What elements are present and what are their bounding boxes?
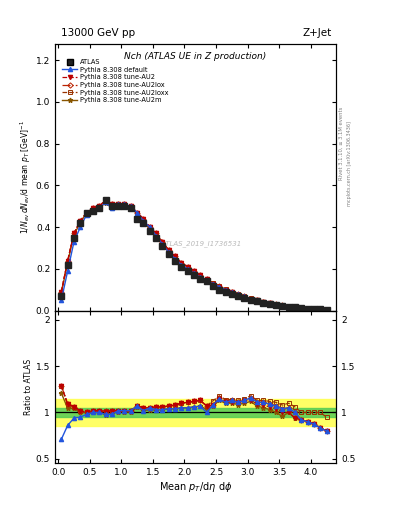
Text: Z+Jet: Z+Jet — [303, 28, 332, 38]
Legend: ATLAS, Pythia 8.308 default, Pythia 8.308 tune-AU2, Pythia 8.308 tune-AU2lox, Py: ATLAS, Pythia 8.308 default, Pythia 8.30… — [61, 57, 170, 104]
Text: 13000 GeV pp: 13000 GeV pp — [61, 28, 135, 38]
X-axis label: Mean $p_T$/d$\eta$ d$\phi$: Mean $p_T$/d$\eta$ d$\phi$ — [159, 480, 232, 494]
Y-axis label: Ratio to ATLAS: Ratio to ATLAS — [24, 359, 33, 415]
Text: Nch (ATLAS UE in Z production): Nch (ATLAS UE in Z production) — [125, 52, 266, 60]
Text: ATLAS_2019_I1736531: ATLAS_2019_I1736531 — [161, 241, 241, 247]
Text: mcplots.cern.ch [arXiv:1306.3436]: mcplots.cern.ch [arXiv:1306.3436] — [347, 121, 352, 206]
Y-axis label: $1/N_{ev}\, dN_{ev}$/d mean $p_T$ [GeV]$^{-1}$: $1/N_{ev}\, dN_{ev}$/d mean $p_T$ [GeV]$… — [18, 120, 33, 234]
Text: Rivet 3.1.10, ≥ 3.1M events: Rivet 3.1.10, ≥ 3.1M events — [339, 106, 344, 180]
